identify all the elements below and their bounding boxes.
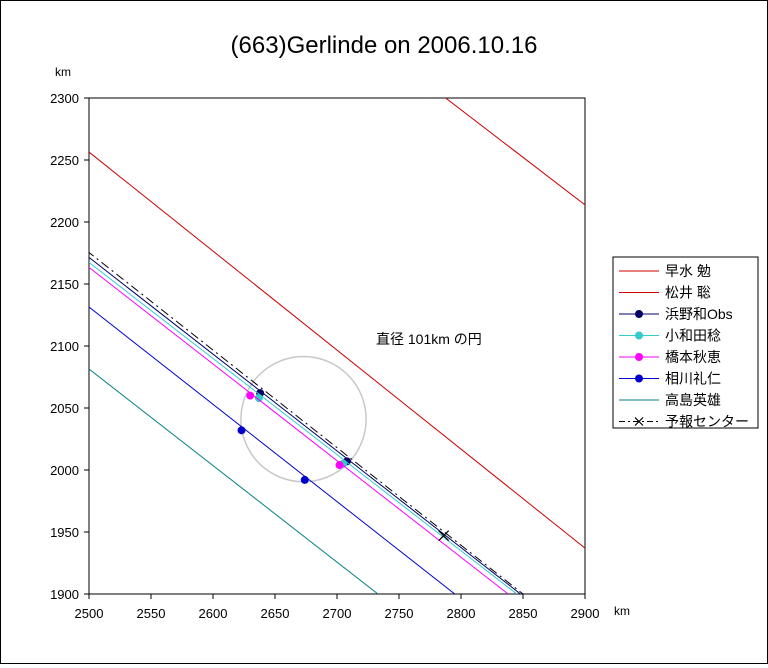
y-tick-label: 2300	[50, 91, 79, 106]
x-tick-label: 2650	[261, 606, 290, 621]
y-tick-label: 1900	[50, 587, 79, 602]
x-tick-label: 2750	[385, 606, 414, 621]
y-tick-label: 2100	[50, 339, 79, 354]
y-tick-label: 1950	[50, 525, 79, 540]
x-tick-label: 2550	[137, 606, 166, 621]
series-line	[89, 151, 585, 549]
legend-label: 浜野和Obs	[665, 306, 733, 322]
legend-marker	[634, 417, 644, 426]
x-tick-label: 2900	[571, 606, 600, 621]
series-line	[89, 256, 521, 594]
event-point	[300, 475, 309, 484]
x-tick-label: 2700	[323, 606, 352, 621]
x-tick-label: 2500	[75, 606, 104, 621]
series-line	[89, 306, 456, 594]
event-point	[246, 391, 255, 400]
legend-label: 早水 勉	[665, 263, 711, 279]
legend-marker	[635, 353, 643, 361]
event-point	[237, 426, 246, 435]
legend-label: 橋本秋恵	[665, 349, 721, 365]
circle-annotation: 直径 101km の円	[376, 331, 482, 347]
y-tick-label: 2250	[50, 153, 79, 168]
legend-label: 高島英雄	[665, 392, 721, 408]
y-axis-unit: km	[55, 65, 71, 79]
x-tick-label: 2600	[199, 606, 228, 621]
series-line	[89, 251, 524, 594]
legend-label: 小和田稔	[665, 328, 721, 344]
series-line	[89, 261, 518, 594]
x-tick-label: 2800	[447, 606, 476, 621]
y-tick-label: 2050	[50, 401, 79, 416]
series-line	[444, 98, 585, 206]
x-tick-label: 2850	[509, 606, 538, 621]
series-line	[89, 368, 379, 594]
legend-box	[612, 256, 759, 429]
y-tick-label: 2150	[50, 277, 79, 292]
legend-marker	[635, 310, 643, 318]
legend-label: 相川礼仁	[665, 371, 721, 387]
legend-label: 松井 聡	[665, 285, 711, 301]
y-tick-label: 2200	[50, 215, 79, 230]
y-tick-label: 2000	[50, 463, 79, 478]
chart-title: (663)Gerlinde on 2006.10.16	[231, 32, 538, 59]
legend-label: 予報センター	[665, 414, 749, 430]
series-line	[89, 266, 509, 594]
legend-marker	[635, 331, 643, 340]
plot-area	[88, 97, 586, 595]
legend-marker	[635, 374, 643, 383]
x-axis-unit: km	[614, 604, 630, 618]
event-point	[335, 461, 344, 470]
event-point	[254, 394, 263, 403]
event-marker-x	[438, 530, 450, 542]
